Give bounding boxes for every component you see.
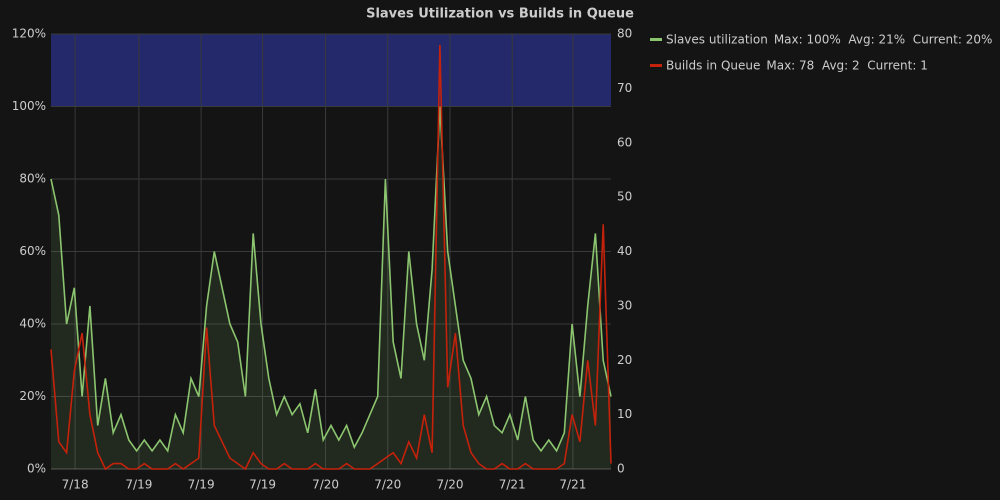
y2-tick-label: 20 — [617, 353, 632, 367]
y-tick-label: 0% — [27, 462, 46, 476]
threshold-band — [51, 34, 611, 107]
legend-stats: Max: 78 Avg: 2 Current: 1 — [766, 59, 927, 73]
legend-swatch — [650, 38, 662, 41]
y-tick-label: 60% — [19, 244, 46, 258]
y2-tick-label: 30 — [617, 298, 632, 312]
x-tick-label: 7/19 — [125, 478, 152, 492]
y-tick-label: 80% — [19, 172, 46, 186]
legend-stats: Max: 100% Avg: 21% Current: 20% — [774, 33, 993, 47]
legend-label: Builds in Queue — [666, 59, 760, 73]
legend-label: Slaves utilization — [666, 33, 768, 47]
y-tick-label: 20% — [19, 389, 46, 403]
series-area — [51, 106, 611, 469]
legend-swatch — [650, 64, 662, 67]
y2-tick-label: 70 — [617, 81, 632, 95]
x-tick-label: 7/20 — [437, 478, 464, 492]
series-line — [50, 106, 612, 453]
x-tick-label: 7/18 — [62, 478, 89, 492]
y2-tick-label: 60 — [617, 135, 632, 149]
y2-tick-label: 50 — [617, 190, 632, 204]
y-tick-label: 40% — [19, 317, 46, 331]
x-tick-label: 7/21 — [499, 478, 526, 492]
x-tick-label: 7/19 — [249, 478, 276, 492]
y2-tick-label: 40 — [617, 244, 632, 258]
x-tick-label: 7/20 — [312, 478, 339, 492]
y2-tick-label: 0 — [617, 462, 625, 476]
y-tick-label: 100% — [12, 99, 46, 113]
series-line — [50, 44, 612, 471]
y2-tick-label: 80 — [617, 27, 632, 41]
x-tick-label: 7/21 — [559, 478, 586, 492]
x-tick-label: 7/19 — [188, 478, 215, 492]
y-tick-label: 120% — [12, 27, 46, 41]
chart-title: Slaves Utilization vs Builds in Queue — [366, 7, 634, 22]
x-tick-label: 7/20 — [374, 478, 401, 492]
y2-tick-label: 10 — [617, 407, 632, 421]
